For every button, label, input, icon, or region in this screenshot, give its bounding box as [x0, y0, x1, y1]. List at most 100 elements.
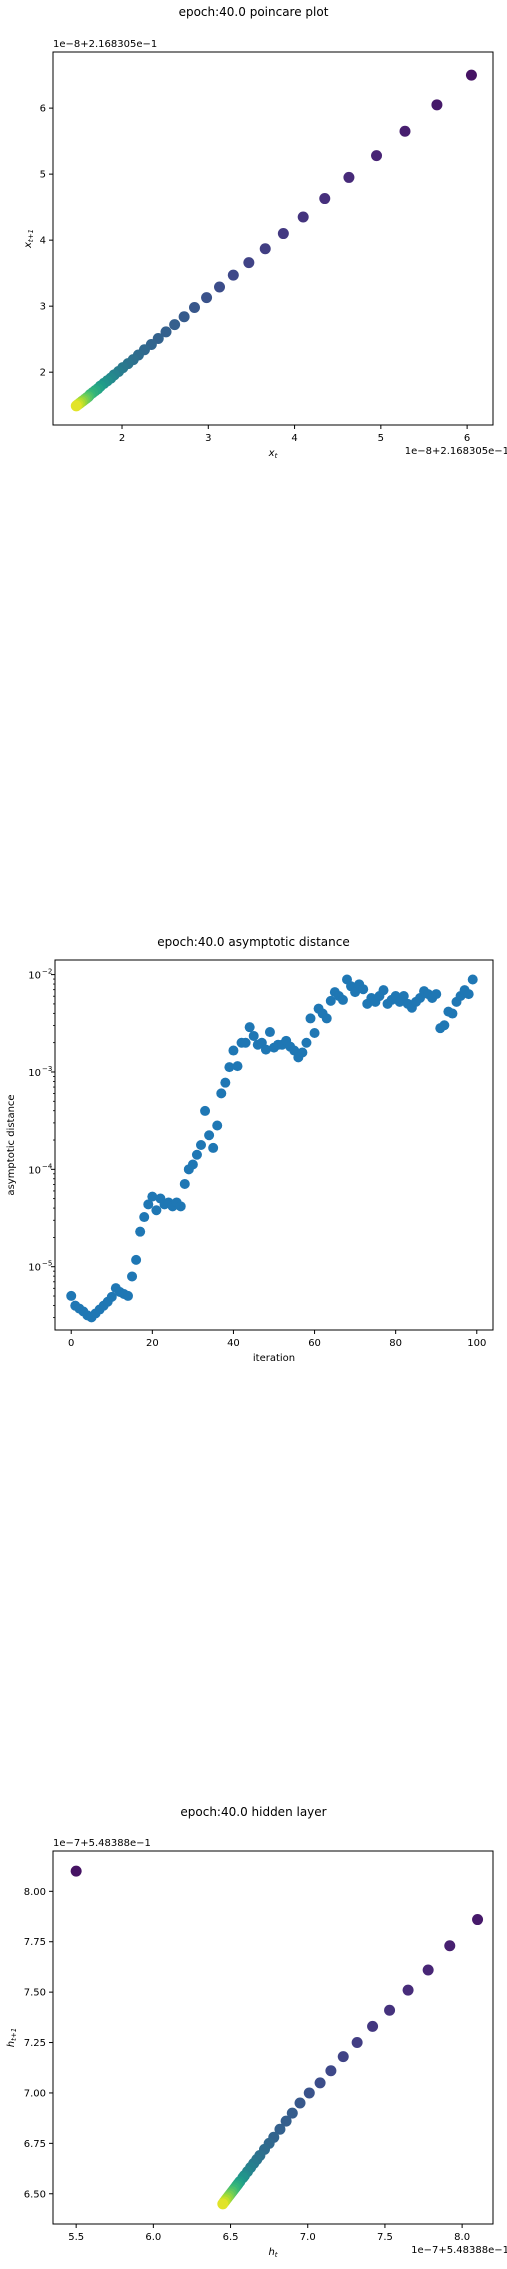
hidden-point [303, 2087, 315, 2099]
asym-point [378, 985, 389, 996]
asym-point [350, 987, 361, 998]
hidden-axes-frame [52, 1850, 494, 2225]
hidden-point [325, 2065, 337, 2077]
poincare-point [343, 171, 355, 183]
asym-y-tick-label: 10 [28, 1263, 41, 1274]
asym-point [106, 1291, 117, 1302]
hidden-figure: epoch:40.0 hidden layer 5.5 6.0 6.5 7.0 7.5 8… [0, 1799, 507, 2269]
asym-point [228, 1045, 239, 1056]
hidden-point [294, 2097, 306, 2109]
hidden-x-tick-label: 6.5 [223, 2232, 239, 2243]
asym-point [196, 1140, 206, 1150]
hidden-point [472, 1914, 484, 1926]
poincare-point [277, 228, 289, 240]
asym-x-tick-label: 60 [308, 1338, 321, 1349]
hidden-x-tick-label: 5.5 [68, 2232, 84, 2243]
poincare-point [169, 319, 181, 331]
poincare-point [297, 211, 309, 223]
hidden-y-axis-label: ht+1 [6, 2028, 18, 2047]
asym-point [204, 1130, 215, 1141]
asym-point [240, 1037, 251, 1048]
asym-x-axis-label: iteration [253, 1353, 295, 1364]
hidden-y-tick-label: 8.00 [24, 1887, 46, 1898]
asym-axes-frame [54, 959, 494, 1331]
asym-point [463, 989, 474, 1000]
asym-x-tick-label: 20 [146, 1338, 159, 1349]
asym-x-tick-label: 0 [68, 1338, 74, 1349]
poincare-point [214, 281, 226, 293]
poincare-x-tick-label: 3 [205, 433, 211, 444]
hidden-y-tick-label: 7.25 [24, 2038, 46, 2049]
poincare-point [399, 125, 411, 137]
poincare-y-axis-label: xt+1 [23, 229, 35, 249]
asym-point [467, 974, 478, 985]
hidden-y-offset-text: 1e−7+5.48388e−1 [53, 1838, 151, 1849]
poincare-x-tick-label: 5 [378, 433, 384, 444]
asym-point [151, 1205, 162, 1216]
asym-point [248, 1030, 259, 1041]
asym-point [325, 995, 336, 1006]
hidden-point [444, 1940, 456, 1952]
asym-x-tick-label: 40 [227, 1338, 240, 1349]
poincare-y-tick-label: 2 [40, 368, 46, 379]
asym-x-tick-label: 80 [389, 1338, 402, 1349]
poincare-x-axis-label: xt [268, 448, 278, 460]
poincare-point [201, 292, 213, 304]
asym-point [135, 1226, 146, 1237]
asym-point [264, 1027, 275, 1038]
asym-point [179, 1178, 190, 1189]
asym-point [260, 1044, 271, 1055]
asym-point [358, 984, 369, 995]
poincare-point [160, 326, 172, 338]
asym-point [66, 1290, 77, 1301]
poincare-y-tick-label: 5 [40, 170, 46, 181]
hidden-point [422, 1964, 434, 1976]
asym-point [208, 1142, 219, 1153]
asym-point [187, 1159, 198, 1170]
poincare-point [431, 99, 443, 111]
asym-point [123, 1290, 133, 1301]
hidden-x-tick-label: 7.5 [377, 2232, 393, 2243]
poincare-x-tick-label: 2 [119, 433, 125, 444]
asymptotic-title: epoch:40.0 asymptotic distance [157, 935, 350, 949]
asym-point [309, 1028, 320, 1039]
poincare-point [465, 69, 477, 81]
hidden-point [367, 2020, 379, 2032]
asym-point [297, 1047, 308, 1058]
hidden-x-tick-label: 6.0 [145, 2232, 161, 2243]
poincare-point [243, 257, 255, 269]
asym-y-tick-exponent: −5 [42, 1260, 52, 1268]
asymptotic-figure: epoch:40.0 asymptotic distance 0 20 40 60 80… [0, 930, 507, 1364]
hidden-x-tick-label: 8.0 [454, 2232, 470, 2243]
poincare-point [319, 193, 331, 205]
hidden-point [384, 2004, 396, 2016]
asym-x-tick-label: 100 [467, 1338, 486, 1349]
poincare-point [371, 150, 383, 162]
asym-point [143, 1199, 154, 1210]
asym-y-tick-label: 10 [28, 1068, 41, 1079]
asym-point [224, 1062, 235, 1073]
hidden-point [337, 2051, 349, 2063]
poincare-y-offset-text: 1e−8+2.168305e−1 [53, 39, 157, 50]
asym-point [216, 1088, 227, 1099]
asym-point [244, 1022, 255, 1033]
asym-y-tick-exponent: −3 [42, 1065, 52, 1073]
asym-point [447, 1008, 458, 1019]
poincare-point [227, 269, 239, 281]
poincare-point [70, 400, 82, 412]
asym-point [127, 1271, 138, 1282]
hidden-point [402, 1984, 414, 1996]
asym-point [191, 1149, 202, 1160]
poincare-y-tick-label: 3 [40, 302, 46, 313]
asym-point [147, 1191, 158, 1202]
hidden-point [280, 2115, 292, 2127]
asym-point [398, 991, 409, 1002]
poincare-point [178, 311, 190, 323]
asym-point [232, 1061, 243, 1072]
hidden-y-tick-label: 6.50 [24, 2189, 46, 2200]
asym-point [301, 1037, 312, 1048]
asym-point [431, 989, 442, 1000]
poincare-y-tick-label: 4 [40, 236, 46, 247]
asym-point [220, 1077, 231, 1088]
